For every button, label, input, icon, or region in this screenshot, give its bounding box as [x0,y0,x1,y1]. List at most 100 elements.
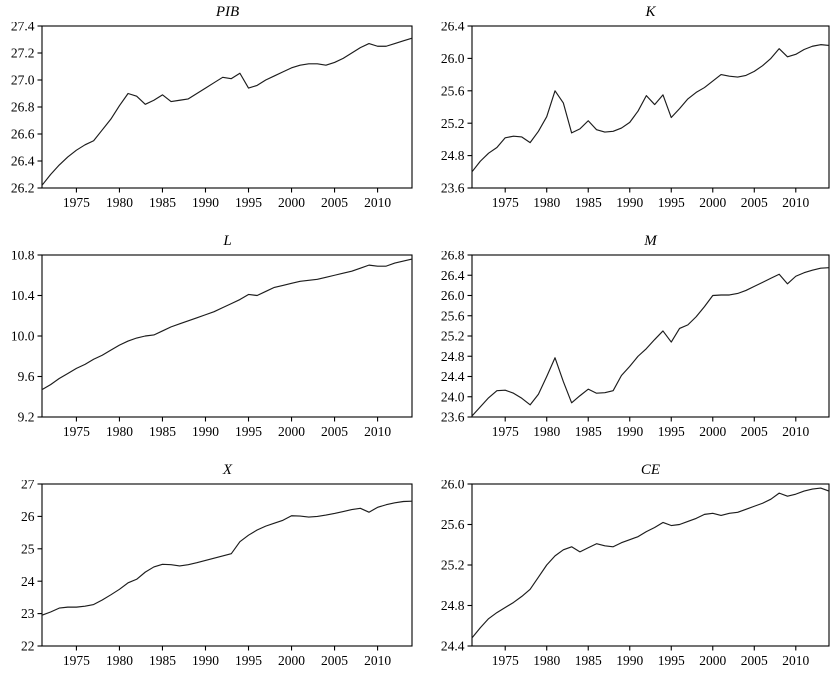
x-tick-label: 1995 [658,424,685,439]
line-chart-pib: 27.4 27.2 27.0 26.8 26.6 26.4 26.2 1975 1980 1985… [11,22,413,210]
x-tick-label: 1985 [149,653,176,668]
data-series-line [41,500,413,616]
chart-title-m: M [644,233,657,249]
y-tick-label: 27.4 [11,22,35,34]
y-tick-label: 24.8 [441,349,465,364]
x-tick-label: 1990 [616,424,643,439]
y-tick-label: 27.0 [11,73,35,88]
y-tick-label: 24.8 [441,598,465,613]
chart-panel-l: L 10.8 10.4 10.0 9.6 9.2 1975 1980 1985 1990 1995… [0,229,415,458]
x-tick-label: 1990 [616,195,643,210]
line-chart-ce: 26.0 25.6 25.2 24.8 24.4 1975 1980 1985 1990 1995… [441,480,830,668]
x-tick-label: 2010 [782,653,809,668]
x-tick-label: 1980 [106,195,133,210]
x-tick-label: 1975 [63,424,90,439]
x-tick-label: 2005 [741,424,768,439]
y-tick-label: 26.2 [11,181,35,196]
line-chart-l: 10.8 10.4 10.0 9.6 9.2 1975 1980 1985 1990 1995 20… [11,251,413,439]
y-tick-label: 23 [21,606,35,621]
data-series-line [471,44,830,173]
x-tick-label: 2005 [741,195,768,210]
x-tick-label: 2005 [741,653,768,668]
y-tick-label: 10.4 [11,288,35,303]
y-tick-label: 26.6 [11,127,35,142]
chart-panel-pib: PIB 27.4 27.2 27.0 26.8 26.6 26.4 26.2 1975 1980… [0,0,415,229]
x-tick-label: 2010 [782,424,809,439]
y-tick-label: 26.0 [441,51,465,66]
x-tick-label: 1990 [616,653,643,668]
chart-title-l: L [223,233,232,249]
x-tick-label: 1990 [192,195,219,210]
x-tick-label: 1995 [658,195,685,210]
y-tick-label: 25.2 [441,329,465,344]
line-chart-m: 26.8 26.4 26.0 25.6 25.2 24.8 24.4 24.0 23.6 1975… [441,251,830,439]
y-tick-label: 26.8 [11,100,35,115]
x-tick-label: 2000 [699,195,726,210]
chart-panel-m: M 26.8 26.4 26.0 25.6 25.2 24.8 24.4 24.0 23.6 19… [415,229,830,458]
x-tick-label: 1980 [533,653,560,668]
x-tick-label: 1995 [235,653,262,668]
y-tick-label: 23.6 [441,410,465,425]
y-tick-label: 24.0 [441,389,465,404]
y-tick-label: 25.6 [441,517,465,532]
plot-frame [471,25,830,189]
chart-panel-ce: CE 26.0 25.6 25.2 24.8 24.4 1975 1980 1985 1990 1… [415,458,830,687]
x-tick-label: 2005 [321,424,348,439]
x-tick-label: 1985 [575,195,602,210]
x-tick-label: 1995 [658,653,685,668]
x-tick-label: 1980 [533,195,560,210]
x-tick-label: 1985 [575,653,602,668]
y-tick-label: 25.6 [441,83,465,98]
y-tick-label: 24.4 [441,639,465,654]
y-tick-label: 27.2 [11,46,35,61]
x-tick-label: 1975 [492,424,519,439]
y-tick-label: 24 [21,574,35,589]
chart-title-pib: PIB [215,4,240,20]
x-tick-label: 1995 [235,424,262,439]
y-tick-label: 25.2 [441,558,465,573]
x-tick-label: 2000 [278,424,305,439]
chart-panel-x: X 27 26 25 24 23 22 1975 1980 1985 1990 1995 2000 20… [0,458,415,687]
y-tick-label: 26.0 [441,480,465,492]
y-tick-label: 27 [21,480,35,492]
plot-frame [471,483,830,647]
x-tick-label: 1985 [149,195,176,210]
chart-title-ce: CE [640,462,661,478]
y-tick-label: 26.4 [441,268,465,283]
x-tick-label: 2000 [278,653,305,668]
x-tick-label: 1990 [192,653,219,668]
line-chart-k: 26.4 26.0 25.6 25.2 24.8 23.6 1975 1980 1985 1990… [441,22,830,210]
y-tick-label: 25.2 [441,116,465,131]
x-tick-label: 1980 [533,424,560,439]
x-tick-label: 2010 [364,653,391,668]
y-tick-label: 26 [21,509,35,524]
data-series-line [471,487,830,639]
y-tick-label: 10.8 [11,251,35,263]
line-chart-x: 27 26 25 24 23 22 1975 1980 1985 1990 1995 2000 2005… [21,480,413,668]
plot-frame [41,254,413,418]
chart-title-x: X [222,462,233,478]
data-series-line [471,267,830,417]
data-series-line [41,258,413,391]
x-tick-label: 1975 [63,195,90,210]
chart-title-k: K [645,4,656,20]
chart-panel-k: K 26.4 26.0 25.6 25.2 24.8 23.6 1975 1980 1985 19… [415,0,830,229]
x-tick-label: 1995 [235,195,262,210]
y-tick-label: 26.0 [441,288,465,303]
x-tick-label: 2005 [321,653,348,668]
x-tick-label: 2000 [699,653,726,668]
y-tick-label: 24.4 [441,369,465,384]
x-tick-label: 1975 [492,195,519,210]
x-tick-label: 2000 [278,195,305,210]
y-tick-label: 9.2 [18,410,35,425]
y-tick-label: 26.8 [441,251,465,263]
y-tick-label: 10.0 [11,329,35,344]
x-tick-label: 1980 [106,424,133,439]
y-tick-label: 24.8 [441,148,465,163]
data-series-line [41,37,413,186]
x-tick-label: 2005 [321,195,348,210]
y-tick-label: 26.4 [441,22,465,34]
x-tick-label: 1975 [63,653,90,668]
x-tick-label: 2010 [364,424,391,439]
